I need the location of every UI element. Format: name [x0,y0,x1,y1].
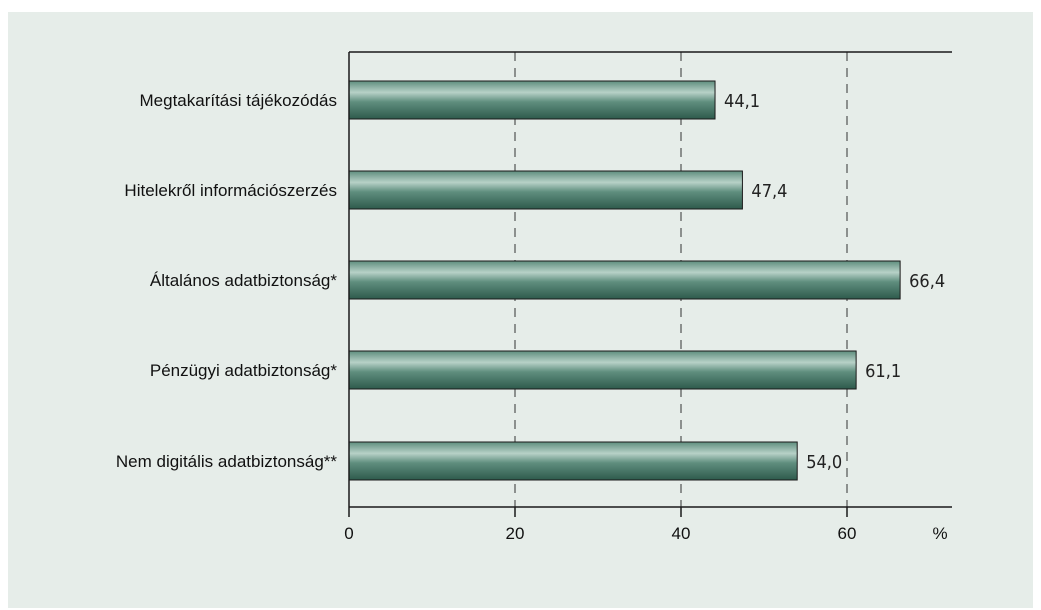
value-label-4: 61,1 [865,361,901,382]
x-tick-label-20: 20 [506,524,525,543]
bar-5 [348,441,798,481]
x-tick-label-0: 0 [344,524,353,543]
category-label-5: Nem digitális adatbiztonság** [116,452,338,471]
x-tick-label-40: 40 [672,524,691,543]
category-label-1: Megtakarítási tájékozódás [140,91,338,110]
category-label-4: Pénzügyi adatbiztonság* [150,361,338,380]
axes [348,51,952,517]
bar-4 [348,350,857,390]
chart-panel: 44,1 Megtakarítási tájékozódás 47,4 Hitelek… [8,12,1033,608]
x-unit-label: % [932,524,947,543]
labels: 44,1 Megtakarítási tájékozódás 47,4 Hitelek… [116,91,948,543]
category-label-2: Hitelekről információszerzés [124,181,337,200]
value-label-3: 66,4 [909,271,945,292]
x-tick-label-60: 60 [838,524,857,543]
value-label-2: 47,4 [751,181,787,202]
bar-2 [348,170,743,210]
category-label-3: Általános adatbiztonság* [150,271,338,290]
bar-3 [348,260,901,300]
value-label-1: 44,1 [724,91,760,112]
value-label-5: 54,0 [806,452,842,473]
bar-1 [348,80,716,120]
bars [348,80,901,481]
bar-chart: 44,1 Megtakarítási tájékozódás 47,4 Hitelek… [8,12,1033,608]
